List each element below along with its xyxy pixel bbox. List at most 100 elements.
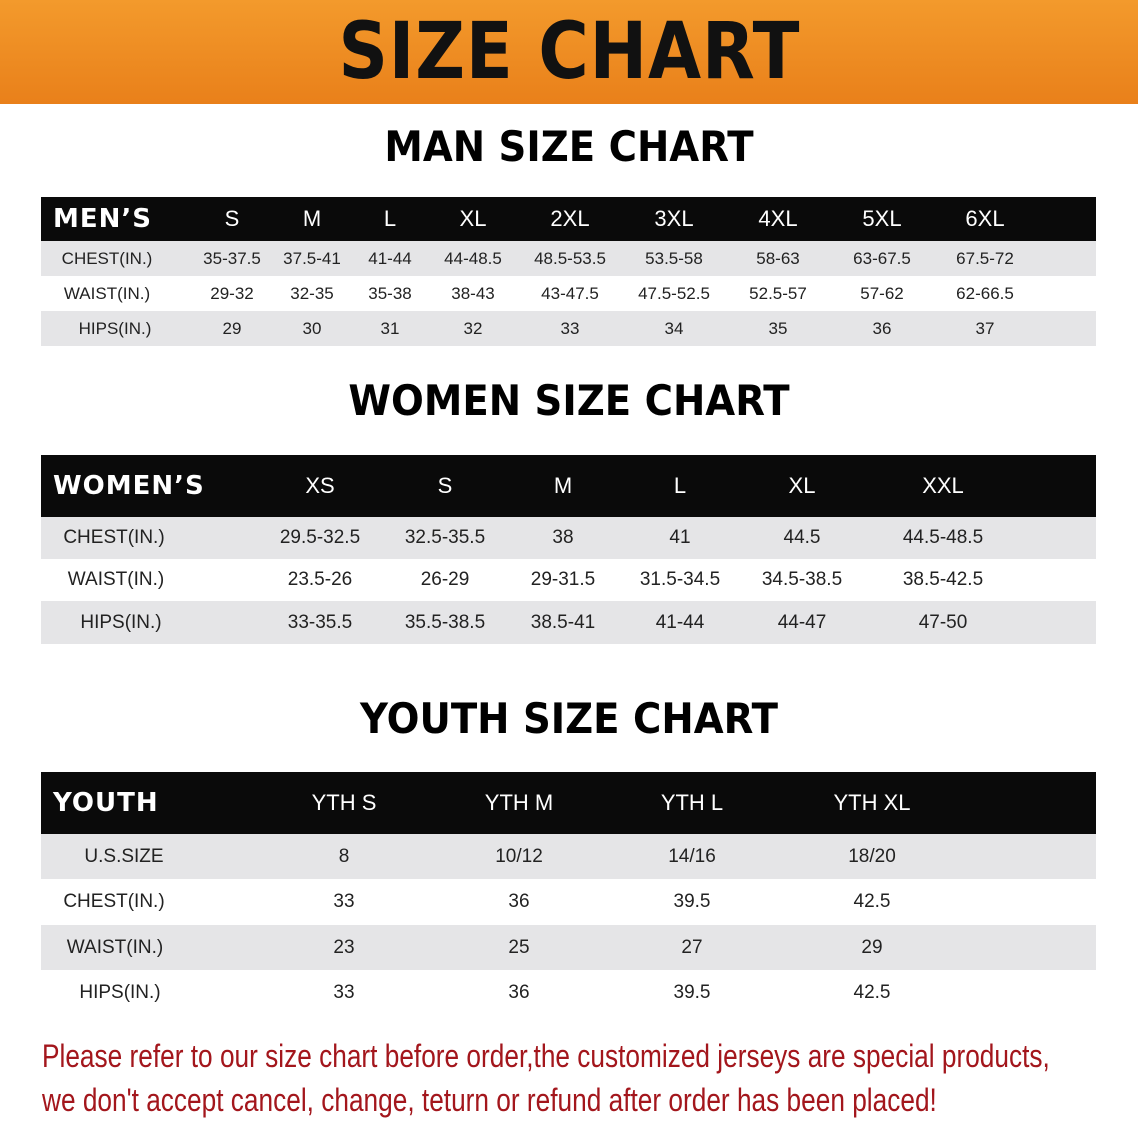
value-cell: 52.5-57 — [749, 283, 807, 303]
value-cell: 47.5-52.5 — [638, 283, 710, 303]
value-cell: 41 — [669, 527, 691, 548]
value-cell: 35.5-38.5 — [404, 611, 486, 633]
value-cell: 38.5-41 — [530, 611, 596, 633]
size-header-cell: S — [224, 206, 240, 231]
value-cell: 41-44 — [368, 248, 412, 268]
size-header-cell: YTH L — [660, 790, 724, 815]
men-header-row: MEN’S S M L XL 2XL 3XL 4XL 5XL 6XL — [41, 197, 1096, 241]
value-cell: 33 — [333, 981, 355, 1003]
title-banner: SIZE CHART — [0, 0, 1138, 104]
size-header-cell: YTH M — [484, 790, 554, 815]
value-cell: 39.5 — [673, 981, 711, 1003]
size-header-cell: XL — [788, 473, 816, 498]
value-cell: 44-48.5 — [444, 248, 502, 268]
value-cell: 44.5-48.5 — [902, 527, 984, 548]
value-cell: 32.5-35.5 — [404, 527, 486, 548]
men-size-table: MEN’S S M L XL 2XL 3XL 4XL 5XL 6XL CHEST(IN.) 35-37… — [41, 197, 1096, 346]
value-cell: 34.5-38.5 — [761, 569, 843, 590]
table-row: CHEST(IN.) 33 36 39.5 42.5 — [41, 879, 1096, 925]
women-header-label: WOMEN’S — [53, 471, 205, 501]
value-cell: 58-63 — [756, 248, 800, 268]
value-cell: 32 — [463, 318, 483, 338]
value-cell: 29.5-32.5 — [279, 527, 361, 548]
women-section-title: WOMEN SIZE CHART — [348, 376, 790, 425]
value-cell: 43-47.5 — [541, 283, 599, 303]
value-cell: 33 — [333, 891, 355, 912]
value-cell: 57-62 — [860, 283, 904, 303]
value-cell: 34 — [664, 318, 684, 338]
row-label: WAIST(IN.) — [63, 283, 151, 303]
row-label: WAIST(IN.) — [66, 936, 164, 958]
size-header-cell: YTH S — [311, 790, 377, 815]
value-cell: 29 — [861, 936, 883, 958]
value-cell: 30 — [302, 318, 322, 338]
value-cell: 42.5 — [853, 981, 891, 1003]
size-header-cell: L — [673, 473, 687, 498]
size-header-cell: XXL — [922, 473, 964, 498]
value-cell: 26-29 — [420, 569, 470, 590]
value-cell: 23 — [333, 936, 355, 958]
value-cell: 36 — [508, 891, 530, 912]
row-label: HIPS(IN.) — [78, 318, 152, 338]
value-cell: 63-67.5 — [853, 248, 911, 268]
value-cell: 33-35.5 — [287, 611, 353, 633]
value-cell: 23.5-26 — [287, 569, 353, 590]
table-row: WAIST(IN.) 23 25 27 29 — [41, 925, 1096, 970]
women-header-row: WOMEN’S XS S M L XL XXL — [41, 455, 1096, 517]
table-row: CHEST(IN.) 29.5-32.5 32.5-35.5 38 41 44.5 44.5… — [41, 517, 1096, 559]
men-header-label: MEN’S — [53, 204, 152, 234]
value-cell: 37 — [975, 318, 995, 338]
value-cell: 47-50 — [918, 611, 968, 633]
value-cell: 25 — [508, 936, 530, 958]
value-cell: 37.5-41 — [283, 248, 341, 268]
value-cell: 36 — [872, 318, 892, 338]
page-title: SIZE CHART — [338, 7, 800, 97]
value-cell: 44-47 — [777, 611, 827, 633]
table-row: WAIST(IN.) 23.5-26 26-29 29-31.5 31.5-34.5 34… — [41, 559, 1096, 601]
size-header-cell: M — [302, 206, 322, 231]
youth-header-row: YOUTH YTH S YTH M YTH L YTH XL — [41, 772, 1096, 834]
size-header-cell: 4XL — [758, 206, 798, 231]
value-cell: 29-31.5 — [530, 569, 596, 590]
value-cell: 29-32 — [210, 283, 254, 303]
value-cell: 31 — [380, 318, 400, 338]
value-cell: 35-38 — [368, 283, 412, 303]
value-cell: 38 — [552, 527, 574, 548]
notice-line-2: we don't accept cancel, change, teturn o… — [42, 1082, 937, 1118]
youth-size-table: YOUTH YTH S YTH M YTH L YTH XL U.S.SIZE 8 10/12… — [41, 772, 1096, 1015]
row-label: HIPS(IN.) — [80, 611, 162, 633]
value-cell: 39.5 — [673, 891, 711, 912]
row-label: U.S.SIZE — [84, 845, 164, 867]
value-cell: 14/16 — [668, 845, 716, 867]
row-label: HIPS(IN.) — [79, 981, 161, 1003]
table-row: HIPS(IN.) 29 30 31 32 33 34 35 36 37 — [41, 311, 1096, 346]
row-label: CHEST(IN.) — [63, 891, 165, 912]
row-label: CHEST(IN.) — [63, 527, 165, 548]
table-row: WAIST(IN.) 29-32 32-35 35-38 38-43 43-47.5 47.… — [41, 276, 1096, 311]
size-header-cell: S — [437, 473, 453, 498]
women-size-table: WOMEN’S XS S M L XL XXL CHEST(IN.) 29.5-32.5 32.5… — [41, 455, 1096, 644]
value-cell: 8 — [338, 845, 350, 867]
value-cell: 44.5 — [783, 527, 821, 548]
value-cell: 31.5-34.5 — [639, 569, 721, 590]
size-header-cell: 5XL — [862, 206, 902, 231]
size-header-cell: XL — [459, 206, 487, 231]
value-cell: 36 — [508, 981, 530, 1003]
youth-header-label: YOUTH — [53, 788, 159, 818]
value-cell: 67.5-72 — [956, 248, 1014, 268]
youth-section-title: YOUTH SIZE CHART — [359, 694, 779, 743]
value-cell: 42.5 — [853, 891, 891, 912]
table-row: HIPS(IN.) 33 36 39.5 42.5 — [41, 970, 1096, 1015]
value-cell: 32-35 — [290, 283, 334, 303]
table-row: CHEST(IN.) 35-37.5 37.5-41 41-44 44-48.5 48.5… — [41, 241, 1096, 276]
table-row: HIPS(IN.) 33-35.5 35.5-38.5 38.5-41 41-44 44-… — [41, 601, 1096, 644]
value-cell: 29 — [222, 318, 242, 338]
row-label: CHEST(IN.) — [61, 248, 153, 268]
value-cell: 41-44 — [655, 611, 705, 633]
value-cell: 35-37.5 — [203, 248, 261, 268]
value-cell: 53.5-58 — [645, 248, 703, 268]
size-header-cell: 3XL — [654, 206, 694, 231]
value-cell: 48.5-53.5 — [534, 248, 606, 268]
table-row: U.S.SIZE 8 10/12 14/16 18/20 — [41, 834, 1096, 879]
size-header-cell: L — [383, 206, 397, 231]
